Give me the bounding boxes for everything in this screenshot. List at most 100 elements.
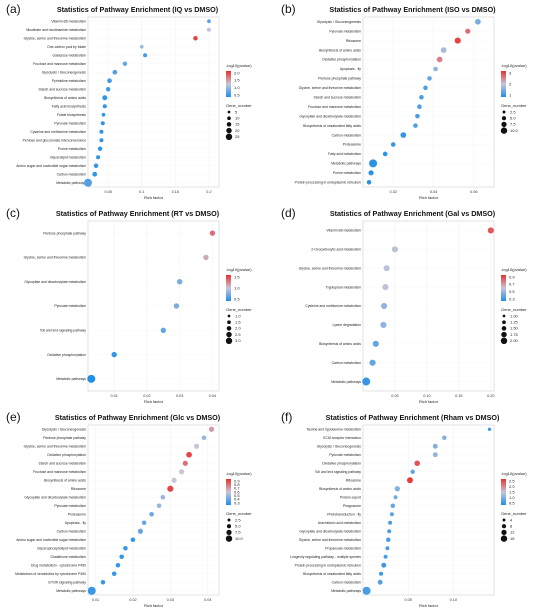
size-legend-tick: 1.5	[235, 320, 241, 325]
panel-c: (c) Statistics of Pathway Enrichment (RT…	[0, 204, 275, 408]
x-tick-label: 0.1	[139, 190, 144, 194]
pathway-label: Biosynthesis of amino acids	[44, 96, 86, 100]
pathway-label: Folate biosynthesis	[57, 113, 86, 117]
size-legend-dot	[225, 337, 233, 344]
pathway-label: Protein processing in endoplasmic reticu…	[295, 563, 362, 567]
data-point	[388, 520, 393, 525]
pathway-label: Ribosome	[346, 478, 361, 482]
size-legend-dot	[502, 110, 506, 114]
size-legend-dot	[227, 320, 231, 325]
size-legend-tick: 7.5	[235, 530, 241, 535]
data-point	[102, 104, 107, 109]
size-legend-dot	[226, 122, 232, 127]
size-legend-dot	[502, 518, 506, 522]
pathway-label: Glutathione metabolism	[50, 555, 86, 559]
x-axis-label: Rich factor	[144, 195, 164, 200]
x-tick-label: 0.01	[92, 598, 99, 602]
pathway-label: Nicotinate and nicotinamide metabolism	[26, 28, 86, 32]
data-point	[427, 76, 432, 81]
pathway-label: Phototransduction - fly	[327, 512, 361, 516]
size-legend-title: Gene_number	[501, 103, 527, 108]
size-legend-dot	[501, 121, 507, 128]
color-scale-bar	[226, 71, 231, 97]
pathway-label: Pyrimidine metabolism	[52, 79, 86, 83]
size-legend-dot	[502, 314, 506, 318]
color-scale-bar	[226, 275, 231, 301]
panel-e: (e) Statistics of Pathway Enrichment (Gl…	[0, 408, 275, 612]
plot-area	[87, 424, 220, 596]
data-point	[387, 529, 392, 534]
pathway-label: Pyruvate metabolism	[54, 304, 86, 308]
pathway-label: Glyoxylate and dicarboxylate metabolism	[24, 495, 86, 499]
data-point	[137, 528, 143, 534]
pathway-label: Carbon metabolism	[332, 361, 362, 365]
size-legend-dot	[501, 529, 507, 536]
size-legend-title: Gene_number	[226, 103, 252, 108]
data-point	[442, 435, 447, 440]
data-point	[410, 469, 415, 474]
color-legend-tick: 0.5	[509, 500, 515, 505]
pathway-label: Glycolysis / Gluconeogenesis	[317, 20, 362, 24]
data-point	[369, 359, 376, 366]
size-legend-tick: 3.0	[235, 338, 241, 343]
x-tick-label: 0.04	[430, 190, 437, 194]
chart-title: Statistics of Pathway Enrichment (ISO vs…	[329, 5, 496, 14]
size-legend-tick: 2.5	[510, 109, 516, 114]
pathway-label: Biosynthesis of amino acids	[319, 342, 361, 346]
x-axis-label: Rich factor	[419, 195, 439, 200]
data-point	[400, 132, 407, 138]
color-scale-bar	[501, 479, 506, 505]
size-legend-dot	[226, 529, 232, 536]
data-point	[100, 579, 106, 585]
size-legend-dot	[501, 116, 507, 121]
color-legend-tick: 0.3	[509, 296, 515, 301]
size-legend-tick: 5	[235, 109, 238, 114]
data-point	[100, 121, 105, 126]
x-tick-label: 0.05	[104, 190, 111, 194]
data-point	[130, 537, 136, 543]
pathway-label: Fructose and mannose metabolism	[33, 62, 86, 66]
size-legend-dot	[500, 535, 508, 542]
data-point	[414, 460, 421, 467]
data-point	[382, 151, 388, 157]
pathway-label: Lysine degradation	[332, 323, 361, 327]
panel-a: (a) Statistics of Pathway Enrichment (IQ…	[0, 0, 275, 204]
chart-plot-a: 0.05 0.1 0.15 0.2 Vitamin B6 metabolism Nicot…	[16, 16, 252, 200]
pathway-label: Biosynthesis of amino acids	[319, 48, 361, 52]
size-legend-tick: 7.5	[510, 122, 516, 127]
data-point	[160, 327, 167, 333]
data-point	[487, 427, 492, 431]
size-legend-tick: 2.00	[510, 338, 519, 343]
x-tick-label: 0.01	[111, 394, 118, 398]
size-legend-dot	[500, 127, 508, 134]
pathway-label: Fatty acid metabolism	[328, 152, 361, 156]
panel-b: (b) Statistics of Pathway Enrichment (IS…	[275, 0, 550, 204]
plot-area	[87, 16, 220, 188]
pathway-label: Glycerolipid metabolism	[50, 155, 86, 159]
color-legend-tick: 0.8	[234, 482, 240, 487]
pathway-label: Propanoate metabolism	[325, 546, 361, 550]
pathway-label: Oxidative phosphorylation	[322, 461, 361, 465]
size-legend-tick: 1.50	[510, 326, 519, 331]
size-legend-title: Gene_number	[501, 511, 527, 516]
data-point	[112, 69, 118, 75]
pathway-label: Carbon metabolism	[57, 172, 87, 176]
pathway-label: One carbon pool by folate	[47, 45, 86, 49]
pathway-label: Glycine, serine and threonine metabolism	[24, 256, 87, 260]
x-tick-label: 0.15	[455, 394, 462, 398]
chart-plot-e: 0.01 0.02 0.03 0.04 Glycolysis / Gluconeogen…	[15, 424, 252, 608]
pathway-label: Glycine, serine and threonine metabolism	[299, 266, 362, 270]
color-legend-title: -log10(pvalue)	[226, 471, 252, 476]
color-legend-tick: 0.6	[234, 489, 240, 494]
pathway-label: Metabolic pathways	[56, 589, 86, 593]
size-legend-dot	[226, 127, 232, 134]
color-legend-tick: 2.0	[509, 484, 515, 489]
plot-area	[362, 16, 495, 188]
pathway-label: Glycolysis / Gluconeogenesis	[317, 444, 362, 448]
x-tick-label: 0.05	[391, 394, 398, 398]
data-point	[362, 377, 371, 386]
color-legend-tick: 0.5	[234, 92, 240, 97]
color-legend-tick: 0.3	[234, 500, 240, 505]
data-point	[475, 18, 481, 25]
x-tick-label: 0.10	[423, 394, 430, 398]
